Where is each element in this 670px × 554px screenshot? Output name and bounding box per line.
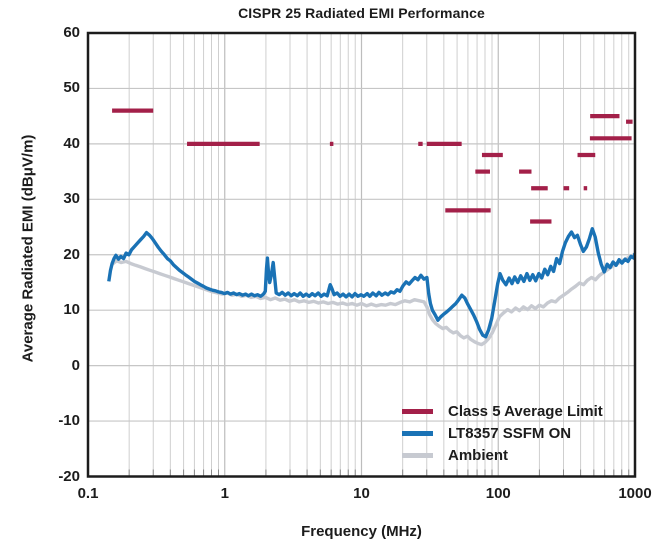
x-tick-label: 100 xyxy=(485,485,511,502)
ssfm-on-swatch xyxy=(402,430,433,436)
y-tick-label: -20 xyxy=(58,467,80,485)
y-tick-label: -10 xyxy=(58,412,80,430)
x-axis-label: Frequency (MHz) xyxy=(301,523,422,540)
plot-border xyxy=(86,31,637,478)
legend-item-class5-limit: Class 5 Average Limit xyxy=(402,400,603,422)
legend-label: Class 5 Average Limit xyxy=(448,402,603,420)
x-tick-label: 10 xyxy=(353,485,370,502)
x-tick-label: 1000 xyxy=(618,485,652,502)
y-tick-label: 50 xyxy=(63,79,80,97)
legend-label: Ambient xyxy=(448,446,508,464)
ssfm-on-trace xyxy=(107,226,635,339)
class5-limit-swatch xyxy=(402,408,433,414)
legend-label: LT8357 SSFM ON xyxy=(448,424,572,442)
y-tick-label: 40 xyxy=(63,134,80,152)
chart-title: CISPR 25 Radiated EMI Performance xyxy=(238,5,485,21)
legend-item-ssfm-on: LT8357 SSFM ON xyxy=(402,422,603,444)
y-tick-label: 0 xyxy=(71,356,80,374)
y-tick-label: 20 xyxy=(63,245,80,263)
y-tick-label: 60 xyxy=(63,24,80,41)
legend-item-ambient: Ambient xyxy=(402,444,603,466)
y-tick-label: 10 xyxy=(63,301,80,319)
x-tick-label: 1 xyxy=(220,485,229,502)
ambient-swatch xyxy=(402,452,433,458)
x-tick-label: 0.1 xyxy=(77,485,99,502)
y-tick-label: 30 xyxy=(63,190,80,208)
ambient-trace xyxy=(111,252,635,347)
legend: Class 5 Average Limit LT8357 SSFM ON Amb… xyxy=(402,400,603,466)
